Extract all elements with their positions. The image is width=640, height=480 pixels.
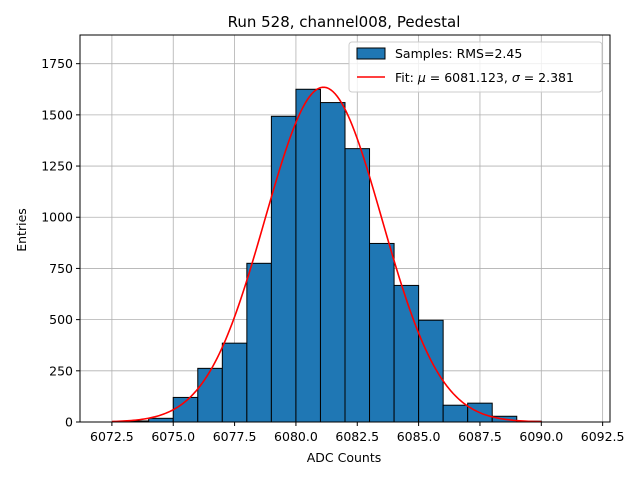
y-tick-label: 1000	[41, 210, 73, 225]
x-axis-ticks: 6072.5 6075.0 6077.5 6080.0 6082.5 6085.0 6087…	[90, 422, 625, 444]
histogram-bar-11	[393, 284, 420, 423]
legend-mu-value: = 6081.123,	[426, 70, 512, 85]
histogram-bar-9	[344, 148, 371, 423]
histogram-bar-12	[418, 319, 444, 423]
x-tick-label: 6080.0	[274, 429, 318, 444]
y-tick-label: 1250	[41, 159, 73, 174]
histogram-bar-4	[221, 342, 248, 423]
fit-curve-group	[111, 86, 542, 423]
y-tick-label: 750	[49, 261, 73, 276]
histogram-bar-7	[295, 88, 321, 423]
fit-curve	[111, 86, 542, 423]
x-tick-label: 6077.5	[213, 429, 257, 444]
legend-sigma-symbol: σ	[512, 70, 521, 85]
y-tick-label: 1500	[41, 107, 73, 122]
y-tick-label: 500	[49, 312, 73, 327]
histogram-bar-13	[442, 404, 469, 423]
chart-title: Run 528, channel008, Pedestal	[228, 13, 461, 31]
legend-box	[348, 41, 603, 93]
legend: Samples: RMS=2.45 Fit: μ = 6081.123, σ =…	[348, 41, 603, 93]
x-tick-label: 6087.5	[458, 429, 502, 444]
legend-mu-symbol: μ	[417, 70, 426, 85]
legend-fit-prefix: Fit:	[395, 70, 418, 85]
x-tick-label: 6090.0	[519, 429, 563, 444]
histogram-bar-8	[319, 102, 346, 423]
histogram-bars	[123, 88, 542, 423]
y-tick-label: 250	[49, 363, 73, 378]
histogram-bar-3	[197, 367, 223, 423]
histogram-bar-10	[369, 242, 395, 423]
y-tick-label: 0	[65, 415, 73, 430]
legend-samples-swatch	[356, 47, 386, 60]
histogram-bar-6	[270, 115, 297, 423]
x-tick-label: 6085.0	[397, 429, 441, 444]
y-axis-label: Entries	[14, 208, 29, 252]
x-axis-label: ADC Counts	[307, 450, 382, 465]
histogram-bar-1	[148, 417, 174, 423]
y-tick-label: 1750	[41, 56, 73, 71]
x-tick-label: 6092.5	[581, 429, 625, 444]
legend-sigma-value: = 2.381	[520, 70, 574, 85]
y-axis-ticks: 0 250 500 750 1000 1250 1500 1750	[41, 56, 80, 430]
x-tick-label: 6072.5	[90, 429, 134, 444]
x-tick-label: 6075.0	[151, 429, 195, 444]
legend-fit-label: Fit: μ = 6081.123, σ = 2.381	[395, 70, 574, 85]
legend-samples-label: Samples: RMS=2.45	[395, 46, 522, 61]
plot-frame	[79, 34, 611, 423]
histogram-bar-5	[246, 262, 272, 423]
x-tick-label: 6082.5	[335, 429, 379, 444]
